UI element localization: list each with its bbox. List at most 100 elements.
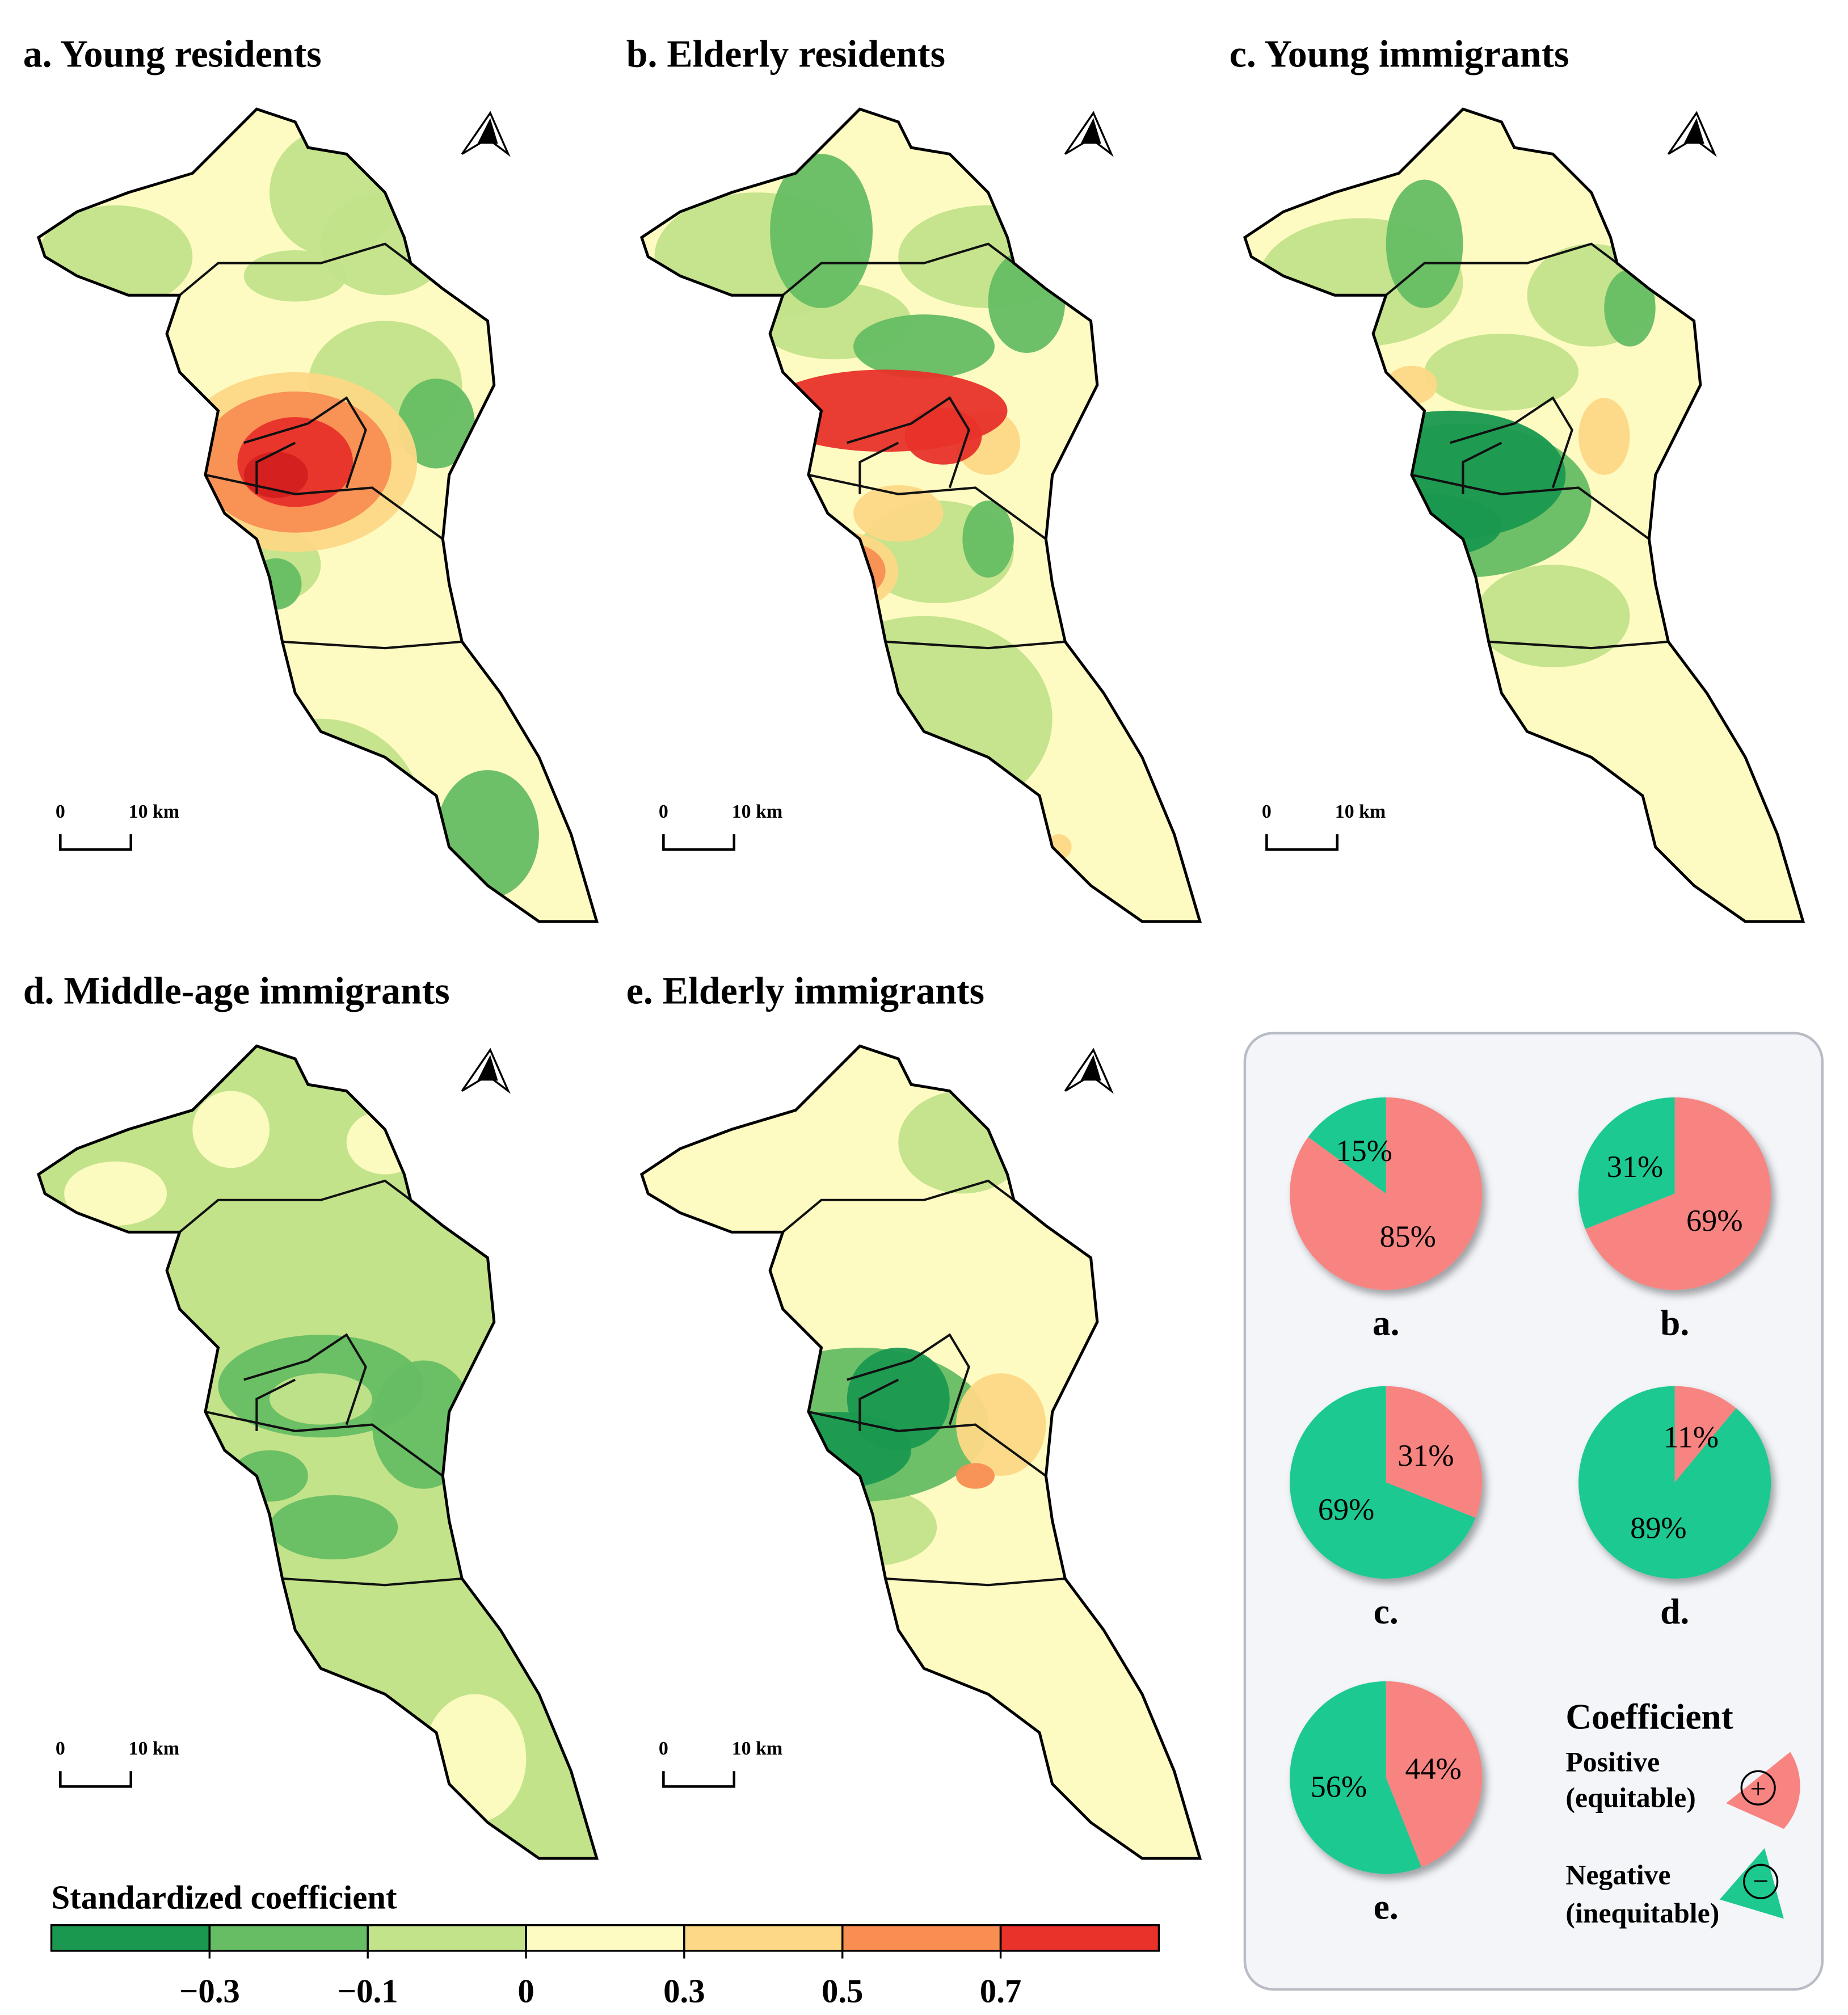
scale-label: 0: [56, 1738, 65, 1759]
map-patch: [346, 1110, 424, 1175]
pie-legend-note: (equitable): [1565, 1782, 1695, 1814]
pie-label: 85%: [1380, 1219, 1436, 1253]
map-fill: [38, 109, 597, 922]
map-patch: [231, 1450, 308, 1502]
scale-bar: [662, 834, 736, 851]
map-panel: d. Middle-age immigrants 0 10 km: [23, 970, 597, 1858]
pie: [1290, 1681, 1483, 1874]
pie-label: 69%: [1686, 1204, 1742, 1238]
map-patch: [956, 1373, 1046, 1476]
pie-label: 31%: [1607, 1150, 1663, 1184]
north-arrow-fill: [1080, 1055, 1101, 1081]
pie-slice: [1308, 1097, 1386, 1194]
north-arrow-fill: [1683, 118, 1704, 144]
district-boundary: [847, 1333, 970, 1425]
pie-legend: Coefficient Positive (equitable) + Negat…: [1565, 1697, 1800, 1929]
colorbar-tick-label: −0.3: [179, 1972, 240, 2009]
pie-caption: b.: [1660, 1303, 1689, 1343]
pie-legend-label: Negative: [1565, 1859, 1670, 1890]
map-panel: e. Elderly immigrants 0 10 km: [626, 970, 1200, 1858]
scale-label: 10 km: [732, 801, 782, 822]
pie: [1578, 1386, 1771, 1579]
map-patch: [1578, 398, 1630, 475]
pie-slice: [1386, 1681, 1483, 1867]
map-patch: [250, 558, 302, 610]
pie-slice: [1585, 1097, 1771, 1290]
pie-slice: [1290, 1386, 1476, 1579]
north-arrow-fill: [477, 1055, 498, 1081]
map-patch: [1424, 334, 1579, 411]
colorbar-class: [50, 1924, 211, 1952]
map-title: c. Young immigrants: [1230, 33, 1569, 75]
scale-label: 10 km: [1335, 801, 1386, 822]
positive-symbol: +: [1750, 1773, 1766, 1804]
colorbar-class: [683, 1924, 844, 1952]
district-boundary: [1462, 441, 1502, 494]
district-boundary: [255, 441, 296, 494]
scale-bar: [59, 834, 132, 851]
district-boundary: [885, 1577, 1066, 1587]
district-boundary: [205, 1410, 444, 1477]
pie-label: 31%: [1397, 1438, 1454, 1473]
district-boundary: [808, 1410, 1047, 1477]
map-title: d. Middle-age immigrants: [23, 970, 450, 1012]
colorbar-tick-label: 0.7: [980, 1972, 1022, 2009]
pie-label: 15%: [1336, 1134, 1392, 1168]
pie-label: 89%: [1630, 1511, 1686, 1545]
map-patch: [269, 1495, 398, 1560]
icon-ring: [1743, 1863, 1779, 1899]
map-patch: [1411, 577, 1450, 604]
colorbar-tick-label: 0.5: [822, 1972, 864, 2009]
district-boundary: [255, 1378, 296, 1431]
district-boundary: [179, 242, 412, 296]
map-fill: [38, 1046, 597, 1859]
north-arrow-fill: [477, 118, 498, 144]
pie-label: 69%: [1318, 1492, 1374, 1526]
district-boundary: [782, 242, 1015, 296]
colorbar: Standardized coefficient −0.3 −0.1 0 0.3 0.5…: [50, 1879, 1160, 2009]
scale-bar: [1265, 834, 1339, 851]
scale-bar: [59, 1771, 132, 1788]
colorbar-title: Standardized coefficient: [51, 1879, 397, 1916]
pie-legend-label: Positive: [1565, 1746, 1660, 1777]
map-patch: [398, 378, 475, 469]
positive-icon: [1726, 1752, 1800, 1829]
map-patch: [243, 250, 347, 302]
colorbar-class: [841, 1924, 1002, 1952]
map-patch: [1476, 565, 1630, 668]
map-title: e. Elderly immigrants: [626, 970, 984, 1012]
district-boundary: [243, 396, 367, 489]
pie: [1578, 1097, 1771, 1290]
district-boundary: [847, 396, 970, 489]
icon-ring: [1740, 1770, 1776, 1806]
pies: 85% 15% a. 69% 31% b. 31% 69% c. 11% 89% d. 44% 56% e.: [1290, 1097, 1771, 1926]
pie: [1290, 1386, 1483, 1579]
colorbar-tick-label: 0.3: [663, 1972, 705, 2009]
district-boundary: [1411, 473, 1650, 540]
map-patch: [423, 1694, 527, 1823]
pie-caption: c.: [1374, 1592, 1399, 1631]
map-patch: [962, 500, 1014, 578]
pie-legend-title: Coefficient: [1565, 1697, 1733, 1737]
map-title: b. Elderly residents: [626, 33, 945, 75]
scale-label: 0: [659, 1738, 668, 1759]
map-panel: a. Young residents 0 10 km: [23, 33, 597, 924]
pie-caption: a.: [1373, 1303, 1399, 1343]
north-arrow-fill: [1080, 118, 1101, 144]
district-boundary: [808, 473, 1047, 540]
map-fill: [1244, 109, 1803, 922]
map-fill: [641, 109, 1200, 922]
district-boundary: [205, 473, 444, 540]
pie-label: 11%: [1664, 1420, 1719, 1454]
map-panel: c. Young immigrants 0 10 km: [1230, 33, 1803, 922]
pie-caption: d.: [1660, 1592, 1689, 1631]
scale-label: 10 km: [129, 1738, 179, 1759]
colorbar-class: [208, 1924, 369, 1952]
colorbar-tick-label: −0.1: [338, 1972, 398, 2009]
district-boundary: [282, 640, 462, 650]
map-patch: [956, 1463, 995, 1489]
map-patch: [853, 485, 944, 542]
district-boundary: [858, 1378, 899, 1431]
map-patch: [192, 1091, 270, 1168]
